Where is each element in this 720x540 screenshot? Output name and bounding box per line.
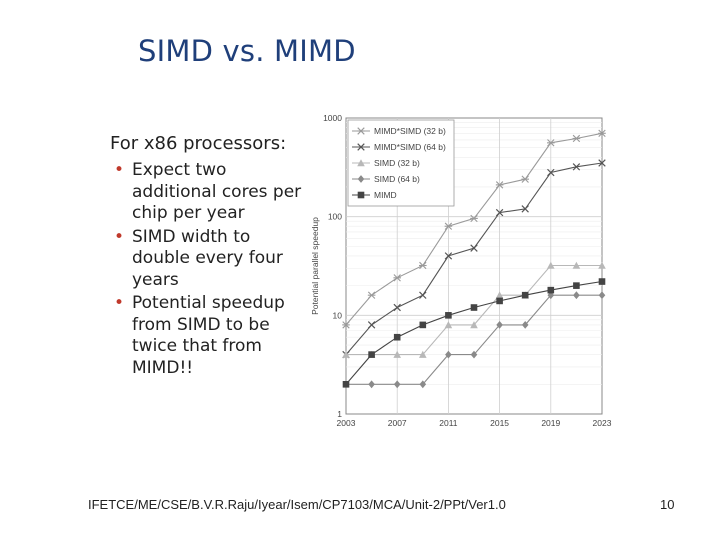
x-tick-label: 2003 bbox=[337, 418, 356, 428]
data-point bbox=[470, 214, 478, 223]
data-point bbox=[470, 350, 478, 359]
data-point bbox=[357, 143, 365, 151]
y-tick-label: 100 bbox=[328, 212, 342, 222]
data-point bbox=[496, 320, 503, 329]
data-point bbox=[393, 350, 401, 358]
data-point bbox=[419, 261, 427, 270]
y-tick-label: 1000 bbox=[323, 113, 342, 123]
y-tick-label: 1 bbox=[337, 409, 342, 419]
data-point bbox=[572, 261, 581, 269]
x-tick-label: 2007 bbox=[388, 418, 407, 428]
data-point-stroke bbox=[444, 252, 453, 260]
data-point bbox=[521, 291, 529, 299]
data-point bbox=[573, 282, 580, 289]
data-point-stroke bbox=[393, 303, 401, 312]
bullet-dot-icon: • bbox=[114, 226, 125, 247]
data-point-stroke bbox=[598, 159, 606, 167]
data-point bbox=[342, 350, 350, 358]
legend-label: SIMD (64 b) bbox=[374, 174, 420, 184]
data-point bbox=[419, 321, 427, 329]
data-point bbox=[393, 333, 401, 341]
data-point-stroke bbox=[357, 143, 365, 151]
data-point bbox=[342, 321, 350, 329]
speedup-chart: 1 10 100 1000 2003 2007 2011 2015 2019 2023 Potent… bbox=[310, 113, 612, 428]
x-tick-label: 2019 bbox=[541, 418, 560, 428]
series-mimd-simd-32-b bbox=[342, 129, 606, 329]
data-point bbox=[598, 261, 606, 269]
data-point bbox=[496, 297, 503, 305]
bullet-intro: For x86 processors: bbox=[110, 133, 287, 154]
bullet-item: • Expect two additional cores per chip pe… bbox=[110, 160, 310, 225]
data-point bbox=[521, 175, 529, 183]
data-point bbox=[470, 244, 478, 252]
data-point-stroke bbox=[367, 321, 376, 329]
y-axis-label: Potential parallel speedup bbox=[310, 217, 320, 315]
data-point bbox=[547, 261, 555, 269]
data-point bbox=[419, 350, 427, 358]
data-point bbox=[598, 278, 606, 285]
bullet-text: SIMD width to double every four years bbox=[132, 226, 283, 290]
data-point bbox=[368, 351, 375, 358]
data-point bbox=[598, 159, 606, 167]
data-point bbox=[357, 159, 365, 167]
legend-label: SIMD (32 b) bbox=[374, 158, 420, 168]
data-point-stroke bbox=[547, 168, 555, 177]
data-point bbox=[357, 191, 365, 199]
data-point bbox=[495, 181, 504, 189]
legend-label: MIMD bbox=[374, 190, 397, 200]
data-point bbox=[367, 321, 376, 329]
data-point bbox=[547, 168, 555, 177]
data-point bbox=[342, 380, 350, 388]
data-point bbox=[445, 312, 452, 319]
data-point bbox=[444, 252, 453, 260]
data-point bbox=[357, 127, 365, 135]
bullet-item: • SIMD width to double every four years bbox=[110, 227, 310, 292]
bullet-item: • Potential speedup from SIMD to be twice… bbox=[110, 293, 310, 379]
data-point bbox=[495, 208, 504, 217]
data-point bbox=[419, 380, 427, 389]
data-point bbox=[444, 321, 453, 329]
legend-label: MIMD*SIMD (64 b) bbox=[374, 142, 446, 152]
data-point-stroke bbox=[495, 208, 504, 217]
data-point bbox=[393, 380, 401, 389]
slide-title: SIMD vs. MIMD bbox=[138, 34, 356, 68]
data-point bbox=[573, 291, 580, 300]
bullet-dot-icon: • bbox=[114, 293, 125, 313]
data-point bbox=[547, 286, 555, 294]
legend-label: MIMD*SIMD (32 b) bbox=[374, 126, 446, 136]
data-point-stroke bbox=[470, 244, 478, 252]
data-point bbox=[445, 350, 452, 359]
page-number: 10 bbox=[660, 497, 675, 512]
data-point-stroke bbox=[521, 205, 529, 213]
bullet-list: • Expect two additional cores per chip pe… bbox=[110, 160, 310, 381]
series-mimd bbox=[342, 278, 606, 388]
data-point bbox=[521, 320, 529, 329]
data-point bbox=[495, 291, 504, 299]
data-point bbox=[547, 139, 555, 147]
chart-legend: MIMD*SIMD (32 b) MIMD*SIMD (64 b) SIMD (32… bbox=[347, 119, 455, 207]
x-tick-label: 2023 bbox=[593, 418, 612, 428]
data-point bbox=[393, 274, 401, 282]
data-point bbox=[444, 222, 453, 230]
footer-text: IFETCE/ME/CSE/B.V.R.Raju/Iyear/Isem/CP71… bbox=[88, 497, 506, 512]
bullet-text: Potential speedup from SIMD to be twice … bbox=[132, 293, 285, 378]
data-point bbox=[357, 175, 365, 183]
x-tick-label: 2011 bbox=[439, 418, 458, 428]
data-point-stroke bbox=[572, 163, 581, 171]
data-point bbox=[572, 134, 581, 143]
data-point bbox=[470, 304, 478, 311]
data-point bbox=[419, 291, 427, 299]
data-point bbox=[598, 129, 606, 137]
data-point bbox=[367, 291, 376, 299]
data-point-stroke bbox=[419, 291, 427, 299]
bullet-text: Expect two additional cores per chip per… bbox=[132, 160, 302, 223]
data-point bbox=[393, 303, 401, 312]
x-tick-label: 2015 bbox=[490, 418, 509, 428]
data-point bbox=[572, 163, 581, 171]
data-point bbox=[521, 205, 529, 213]
y-tick-label: 10 bbox=[333, 310, 343, 320]
bullet-dot-icon: • bbox=[114, 160, 125, 180]
data-point bbox=[470, 321, 478, 329]
